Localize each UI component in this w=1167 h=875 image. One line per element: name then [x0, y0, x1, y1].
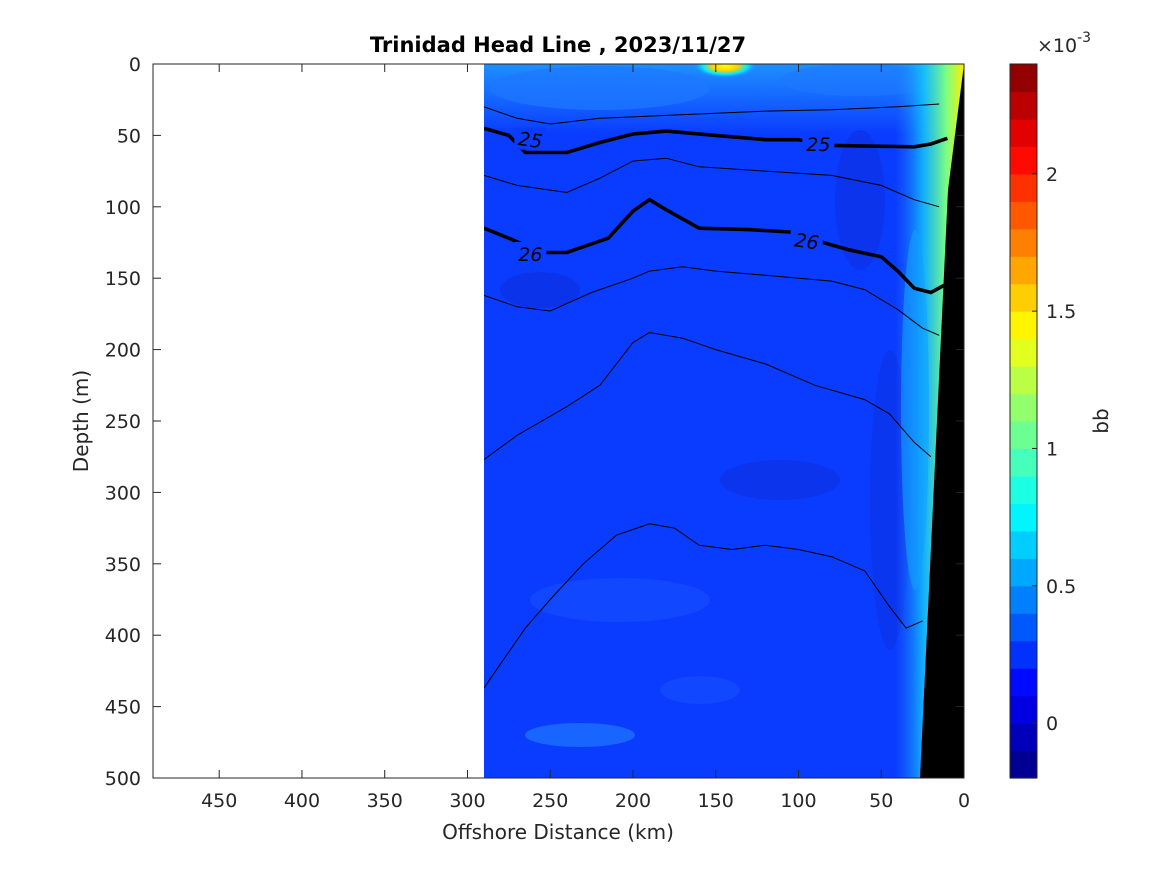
colorbar-tick-label: 1.5: [1046, 301, 1076, 323]
colorbar-band: [1010, 311, 1037, 340]
density-contour-25: [484, 126, 948, 155]
heatmap-field: [484, 64, 964, 778]
x-tick-label: 50: [869, 790, 893, 812]
colorbar-band: [1010, 475, 1037, 504]
x-tick-label: 100: [780, 790, 816, 812]
density-contour-26: [484, 197, 945, 295]
density-contour: [484, 266, 940, 336]
heatmap-nearshore-patch: [901, 230, 929, 590]
colorbar-tick-label: 0: [1046, 713, 1058, 735]
colorbar-tick-label: 0.5: [1046, 576, 1076, 598]
colorbar-label: bb: [1089, 408, 1113, 433]
contour-label-bg: [514, 241, 547, 264]
colorbar-band: [1010, 393, 1037, 422]
colorbar-band: [1010, 448, 1037, 477]
y-tick-label: 250: [105, 411, 141, 433]
colorbar-band: [1010, 228, 1037, 257]
contour-label: 26: [793, 229, 820, 254]
x-tick-label: 0: [958, 790, 970, 812]
x-axis: 450 400 350 300 250 200 150 100 50 0: [201, 64, 970, 812]
colorbar-band: [1010, 558, 1037, 587]
colorbar-band: [1010, 750, 1037, 779]
x-tick-label: 250: [532, 790, 568, 812]
colorbar-tick-label: 1: [1046, 438, 1058, 460]
y-tick-label: 100: [105, 197, 141, 219]
heatmap-high-patch: [693, 64, 757, 78]
colorbar-multiplier-base: ×10: [1037, 35, 1077, 57]
colorbar-band: [1010, 613, 1037, 642]
y-tick-label: 500: [105, 768, 141, 790]
colorbar-tick-label: 2: [1046, 164, 1058, 186]
colorbar-multiplier: ×10-3: [1037, 30, 1091, 57]
contour-label: 25: [517, 128, 544, 153]
colorbar-frame: [1009, 63, 1038, 779]
heatmap-subsurface-patch: [500, 272, 580, 308]
heatmap-subsurface-patch: [530, 578, 710, 622]
colorbar: [1010, 64, 1037, 779]
colorbar-band: [1010, 503, 1037, 532]
heatmap-subsurface-patch: [525, 723, 635, 747]
heatmap-subsurface-patch: [660, 676, 740, 704]
y-tick-label: 300: [105, 482, 141, 504]
contour-label-bg: [802, 131, 835, 154]
y-tick-label: 0: [129, 54, 141, 76]
y-tick-label: 400: [105, 625, 141, 647]
x-axis-label: Offshore Distance (km): [442, 820, 674, 844]
colorbar-band: [1010, 64, 1037, 93]
density-contours: 25 25 26 26: [484, 103, 948, 689]
y-axis: 0 50 100 150 200 250 300 350 400 450 500: [105, 54, 964, 790]
colorbar-band: [1010, 640, 1037, 669]
colorbar-ticks: 0 0.5 1 1.5 2: [1032, 164, 1076, 735]
colorbar-band: [1010, 338, 1037, 367]
density-contour: [484, 157, 940, 208]
x-tick-label: 200: [615, 790, 651, 812]
x-tick-label: 150: [698, 790, 734, 812]
heatmap-subsurface-patch: [720, 460, 840, 500]
colorbar-band: [1010, 146, 1037, 175]
colorbar-band: [1010, 173, 1037, 202]
heatmap-subsurface-patch: [835, 130, 885, 270]
colorbar-band: [1010, 256, 1037, 285]
density-contour: [484, 103, 940, 125]
colorbar-band: [1010, 668, 1037, 697]
colorbar-band: [1010, 585, 1037, 614]
density-contour: [484, 331, 932, 461]
colorbar-band: [1010, 201, 1037, 230]
y-axis-label: Depth (m): [69, 370, 93, 472]
seafloor-bathymetry: [920, 64, 964, 778]
colorbar-band: [1010, 366, 1037, 395]
contour-label: 25: [806, 134, 830, 156]
x-tick-label: 350: [367, 790, 403, 812]
contour-label-bg: [790, 229, 823, 252]
heatmap-surface-patch: [490, 66, 710, 110]
colorbar-multiplier-exponent: -3: [1077, 30, 1091, 46]
colorbar-band: [1010, 695, 1037, 724]
colorbar-band: [1010, 530, 1037, 559]
y-tick-label: 200: [105, 340, 141, 362]
contour-label-bg: [514, 127, 547, 150]
density-contour: [484, 523, 923, 689]
x-tick-label: 400: [284, 790, 320, 812]
colorbar-band: [1010, 421, 1037, 450]
colorbar-band: [1010, 283, 1037, 312]
y-tick-label: 350: [105, 554, 141, 576]
x-tick-label: 300: [449, 790, 485, 812]
x-tick-label: 450: [201, 790, 237, 812]
y-tick-label: 150: [105, 268, 141, 290]
contour-label: 26: [518, 244, 542, 266]
y-tick-label: 450: [105, 697, 141, 719]
chart-title: Trinidad Head Line , 2023/11/27: [370, 33, 746, 57]
colorbar-band: [1010, 118, 1037, 147]
y-tick-label: 50: [117, 125, 141, 147]
colorbar-band: [1010, 723, 1037, 752]
colorbar-band: [1010, 91, 1037, 120]
